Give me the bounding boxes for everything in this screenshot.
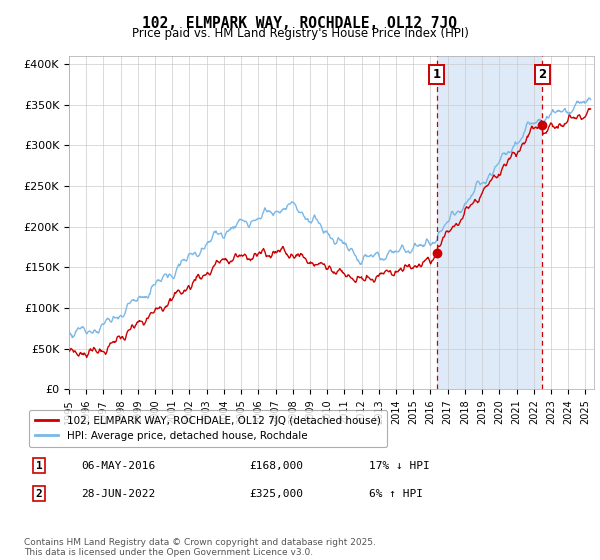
Text: 28-JUN-2022: 28-JUN-2022 [81, 489, 155, 499]
Text: 2: 2 [538, 68, 546, 81]
Text: Price paid vs. HM Land Registry's House Price Index (HPI): Price paid vs. HM Land Registry's House … [131, 27, 469, 40]
Text: 1: 1 [35, 461, 43, 471]
Bar [437, 56, 542, 389]
Legend: 102, ELMPARK WAY, ROCHDALE, OL12 7JQ (detached house), HPI: Average price, detac: 102, ELMPARK WAY, ROCHDALE, OL12 7JQ (de… [29, 409, 387, 447]
Text: 6% ↑ HPI: 6% ↑ HPI [369, 489, 423, 499]
Text: £325,000: £325,000 [249, 489, 303, 499]
Text: 06-MAY-2016: 06-MAY-2016 [81, 461, 155, 471]
Text: 102, ELMPARK WAY, ROCHDALE, OL12 7JQ: 102, ELMPARK WAY, ROCHDALE, OL12 7JQ [143, 16, 458, 31]
Text: 17% ↓ HPI: 17% ↓ HPI [369, 461, 430, 471]
Text: Contains HM Land Registry data © Crown copyright and database right 2025.
This d: Contains HM Land Registry data © Crown c… [24, 538, 376, 557]
Text: 2: 2 [35, 489, 43, 499]
Text: £168,000: £168,000 [249, 461, 303, 471]
Text: 1: 1 [433, 68, 441, 81]
